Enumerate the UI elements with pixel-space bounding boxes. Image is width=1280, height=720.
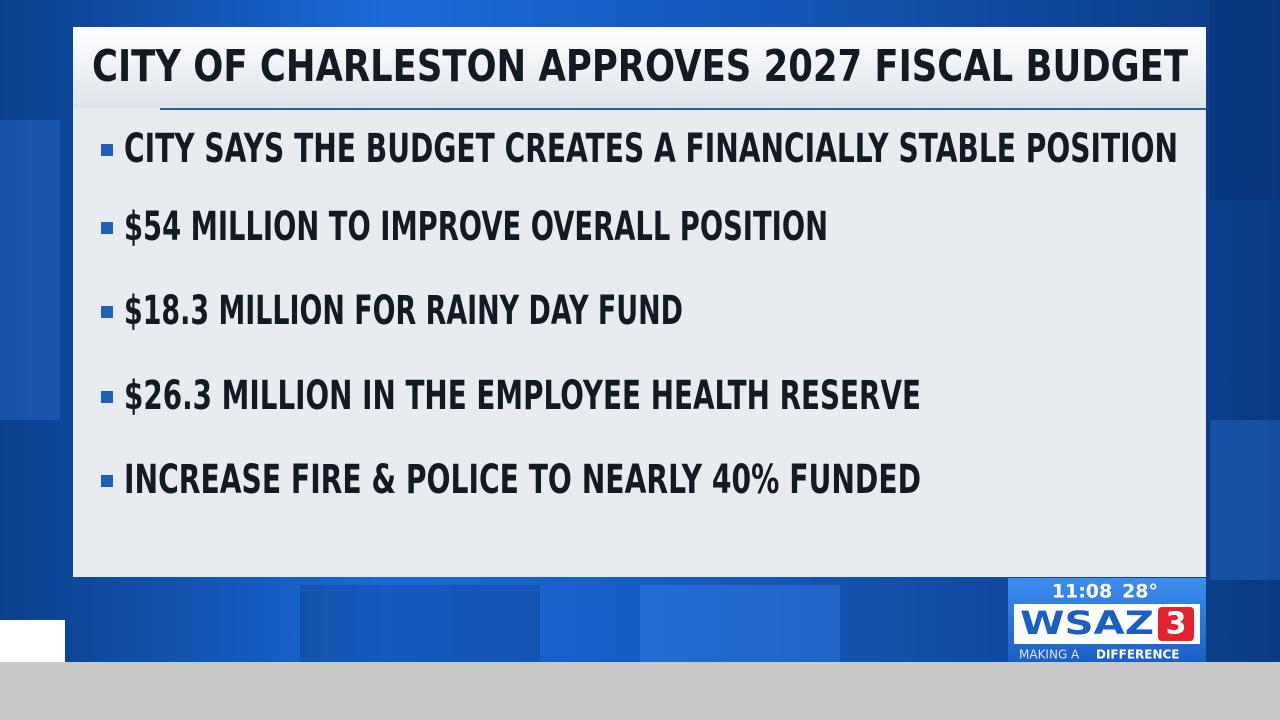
channel: 3 [1166, 607, 1187, 642]
header-bar [73, 27, 1206, 108]
lower-band [0, 662, 1280, 720]
bullet-marker [101, 222, 113, 234]
bullet-text: $18.3 MILLION FOR RAINY DAY FUND [124, 288, 683, 334]
white-block [0, 620, 65, 662]
bullet-text: CITY SAYS THE BUDGET CREATES A FINANCIAL… [124, 126, 1178, 172]
channel-box [1158, 607, 1194, 641]
bullet-marker [101, 391, 113, 403]
bullet-text: INCREASE FIRE & POLICE TO NEARLY 40% FUN… [124, 457, 921, 503]
temperature: 28° [1122, 581, 1158, 603]
panel [73, 27, 1206, 577]
bullet-marker [101, 475, 113, 487]
background-stripes [0, 0, 1280, 662]
logo: WSAZ [1020, 604, 1154, 642]
tagline-start: MAKING A [1019, 648, 1080, 662]
bullet-marker [101, 144, 113, 156]
time: 11:08 [1052, 581, 1112, 603]
headline: CITY OF CHARLESTON APPROVES 2027 FISCAL … [92, 41, 1188, 92]
tagline-end: DIFFERENCE [1096, 648, 1180, 662]
bullet-list: CITY SAYS THE BUDGET CREATES A FINANCIAL… [101, 126, 1178, 503]
bullet-text: $54 MILLION TO IMPROVE OVERALL POSITION [124, 204, 828, 250]
bullet-marker [101, 306, 113, 318]
bullet-text: $26.3 MILLION IN THE EMPLOYEE HEALTH RES… [124, 373, 921, 419]
